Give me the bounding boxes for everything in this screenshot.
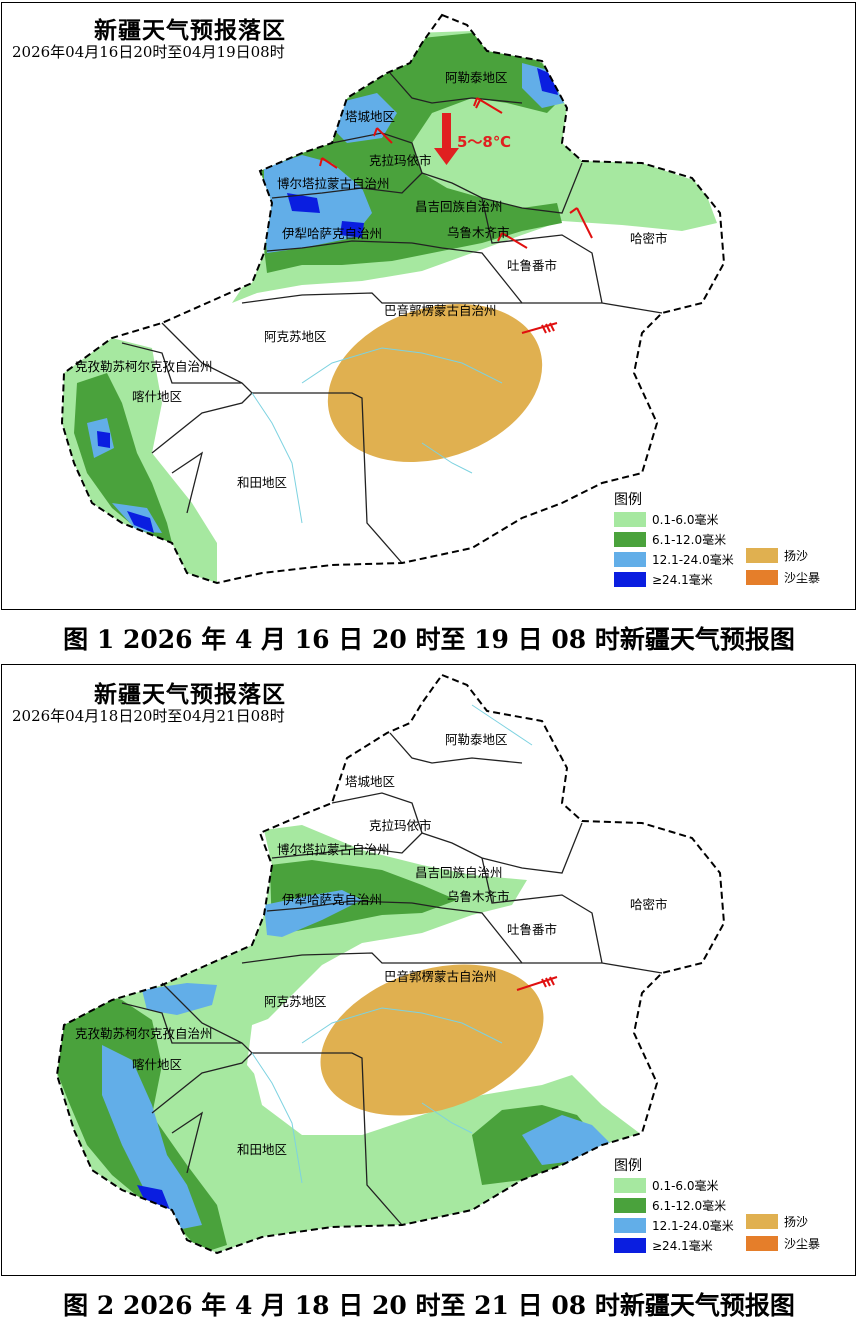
region-label: 昌吉回族自治州 [415,199,503,214]
legend-item-light-green: 0.1-6.0毫米 [614,1177,719,1194]
legend-item-dust: 扬沙 [746,1213,808,1230]
legend-swatch [614,1238,646,1253]
region-label: 塔城地区 [345,774,396,789]
map-panel-1: 新疆天气预报落区 2026年04月16日20时至04月19日08时 5～8℃ 阿… [0,0,858,660]
legend-item-light-blue: 12.1-24.0毫米 [614,551,734,568]
legend-swatch [614,572,646,587]
figure-caption: 图 1 2026 年 4 月 16 日 20 时至 19 日 08 时新疆天气预… [63,625,795,654]
dust-area [320,964,544,1116]
legend-swatch [746,570,778,585]
legend-swatch [614,1178,646,1193]
region-label: 巴音郭楞蒙古自治州 [384,969,497,984]
dust-area [327,303,543,463]
region-label: 哈密市 [630,231,668,246]
precip-darkblue-west1 [287,193,320,213]
legend-item-sandstorm: 沙尘暴 [746,1235,820,1252]
legend-swatch [746,1236,778,1251]
region-label: 阿勒泰地区 [445,70,508,85]
precip-darkblue-sw2 [127,511,154,533]
region-label: 阿勒泰地区 [445,732,508,747]
map-title: 新疆天气预报落区 [94,18,286,44]
region-label: 伊犁哈萨克自治州 [282,892,383,907]
national-border [55,673,726,1255]
map-period: 2026年04月18日20时至04月21日08时 [12,707,285,725]
xinjiang-map-1 [60,13,726,585]
region-label: 乌鲁木齐市 [447,889,510,904]
temperature-drop-label: 5～8℃ [457,133,512,151]
legend-swatch [614,1198,646,1213]
region-label: 巴音郭楞蒙古自治州 [384,303,497,318]
precip-green-southwest [74,373,172,543]
region-label: 阿克苏地区 [264,994,327,1009]
region-label: 哈密市 [630,897,668,912]
precip-darkblue-sw1 [97,431,110,448]
region-label: 塔城地区 [345,109,396,124]
region-label: 博尔塔拉蒙古自治州 [277,842,390,857]
legend-swatch [746,548,778,563]
legend-item-green: 6.1-12.0毫米 [614,531,726,548]
region-label: 克孜勒苏柯尔克孜自治州 [75,359,213,374]
figure-caption: 图 2 2026 年 4 月 18 日 20 时至 21 日 08 时新疆天气预… [63,1291,795,1320]
region-label: 伊犁哈萨克自治州 [282,226,383,241]
region-label: 喀什地区 [132,389,183,404]
legend-swatch [614,1218,646,1233]
region-label: 和田地区 [237,1142,288,1157]
precip-darkblue-west2 [340,221,364,238]
legend-item-dark-blue: ≥24.1毫米 [614,571,713,588]
xinjiang-map-2 [55,673,726,1255]
legend-item-light-blue: 12.1-24.0毫米 [614,1217,734,1234]
region-label: 昌吉回族自治州 [415,865,503,880]
legend-item-light-green: 0.1-6.0毫米 [614,511,719,528]
region-label: 和田地区 [237,475,288,490]
rivers [251,704,533,1184]
legend-swatch [746,1214,778,1229]
legend-swatch [614,552,646,567]
map-panel-2: 新疆天气预报落区 2026年04月18日20时至04月21日08时 阿勒泰地区 … [0,664,858,1324]
wind-barbs [516,976,558,991]
legend-item-green: 6.1-12.0毫米 [614,1197,726,1214]
temperature-drop-arrow [434,113,459,165]
region-label: 喀什地区 [132,1057,183,1072]
region-label: 阿克苏地区 [264,329,327,344]
legend-item-dust: 扬沙 [746,547,808,564]
prefecture-boundaries [121,72,663,564]
map-frame-1: 新疆天气预报落区 2026年04月16日20时至04月19日08时 5～8℃ 阿… [1,2,856,610]
map-period: 2026年04月16日20时至04月19日08时 [12,43,285,61]
legend-title: 图例 [614,492,642,508]
legend-title: 图例 [614,1158,642,1174]
region-label: 吐鲁番市 [507,258,558,273]
legend-swatch [614,512,646,527]
region-label: 乌鲁木齐市 [447,225,510,240]
region-label: 克拉玛依市 [369,153,432,168]
region-label: 吐鲁番市 [507,922,558,937]
legend-swatch [614,532,646,547]
precip-blue-kashgar [102,1045,202,1230]
legend-item-dark-blue: ≥24.1毫米 [614,1237,713,1254]
region-label: 克孜勒苏柯尔克孜自治州 [75,1026,213,1041]
prefecture-boundaries [121,732,663,1226]
map-title: 新疆天气预报落区 [94,682,286,708]
map-legend: 图例 0.1-6.0毫米 6.1-12.0毫米 12.1-24.0毫米 ≥24.… [614,1155,844,1255]
precip-blue-kizilsu [142,983,217,1015]
precip-darkblue-sw [137,1185,170,1210]
legend-item-sandstorm: 沙尘暴 [746,569,820,586]
region-label: 克拉玛依市 [369,818,432,833]
rivers [251,347,503,524]
map-legend: 图例 0.1-6.0毫米 6.1-12.0毫米 12.1-24.0毫米 ≥24.… [614,489,844,589]
precip-blue-north [264,890,362,937]
wind-barbs [319,97,593,334]
region-label: 博尔塔拉蒙古自治州 [277,176,390,191]
map-frame-2: 新疆天气预报落区 2026年04月18日20时至04月21日08时 阿勒泰地区 … [1,664,856,1276]
